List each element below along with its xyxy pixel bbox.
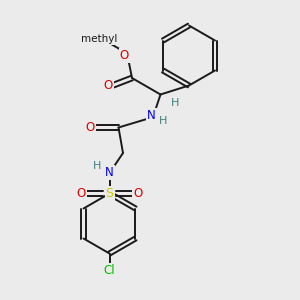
Text: O: O: [103, 79, 112, 92]
Text: Cl: Cl: [104, 263, 115, 277]
Text: S: S: [106, 187, 113, 200]
Text: O: O: [120, 49, 129, 62]
Text: O: O: [134, 187, 142, 200]
Text: H: H: [159, 116, 167, 126]
Text: N: N: [105, 166, 114, 179]
Text: methyl: methyl: [81, 34, 117, 44]
Text: H: H: [171, 98, 179, 108]
Text: O: O: [85, 121, 94, 134]
Text: H: H: [93, 161, 101, 171]
Text: N: N: [147, 109, 156, 122]
Text: O: O: [76, 187, 85, 200]
